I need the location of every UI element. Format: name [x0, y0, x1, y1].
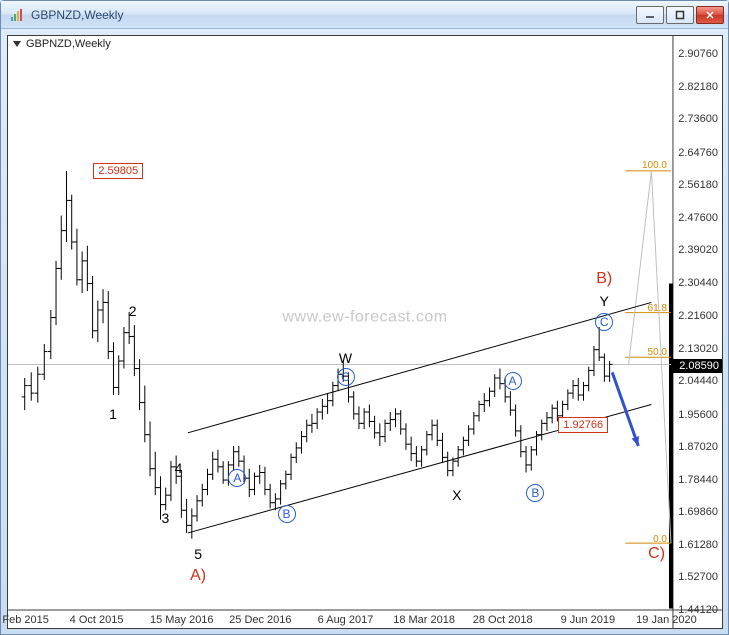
y-axis-tick: 2.73600 — [678, 113, 718, 125]
window-controls — [636, 6, 724, 24]
wave-label: C) — [648, 545, 665, 563]
x-axis-tick: 18 Mar 2018 — [393, 614, 455, 626]
y-axis-tick: 2.56180 — [678, 179, 718, 191]
wave-label: 4 — [175, 460, 183, 476]
wave-label: B — [278, 505, 296, 523]
wave-label: C — [337, 368, 355, 386]
wave-label: B — [526, 484, 544, 502]
y-axis-tick: 2.30440 — [678, 277, 718, 289]
y-axis-tick: 1.78440 — [678, 474, 718, 486]
y-axis-tick: 1.87020 — [678, 441, 718, 453]
close-button[interactable] — [696, 6, 724, 24]
chart-plot — [8, 36, 722, 628]
minimize-button[interactable] — [636, 6, 664, 24]
y-axis-tick: 2.13020 — [678, 343, 718, 355]
x-axis-tick: 19 Jan 2020 — [636, 614, 697, 626]
y-axis-tick: 2.47600 — [678, 212, 718, 224]
current-price-marker: 2.08590 — [672, 359, 722, 373]
y-axis-tick: 2.64760 — [678, 147, 718, 159]
y-axis-tick: 2.21600 — [678, 310, 718, 322]
wave-label: 3 — [161, 510, 169, 526]
y-axis-tick: 1.61280 — [678, 539, 718, 551]
wave-label: B) — [596, 270, 612, 288]
fib-level-label: 0.0 — [653, 534, 667, 545]
wave-label: 2 — [129, 303, 137, 319]
wave-label: 5 — [194, 546, 202, 562]
price-box: 2.59805 — [93, 163, 143, 179]
wave-label: A — [228, 469, 246, 487]
x-axis-tick: 28 Oct 2018 — [473, 614, 533, 626]
y-axis-tick: 2.39020 — [678, 244, 718, 256]
wave-label: C — [595, 313, 613, 331]
y-axis-tick: 1.69860 — [678, 506, 718, 518]
fib-level-label: 50.0 — [648, 347, 667, 358]
wave-label: X — [452, 487, 461, 503]
x-axis-tick: 6 Aug 2017 — [318, 614, 374, 626]
fib-level-label: 100.0 — [642, 160, 667, 171]
chart-app-icon — [9, 7, 25, 23]
x-axis-tick: 4 Oct 2015 — [70, 614, 124, 626]
price-box: 1.92766 — [558, 417, 608, 433]
wave-label: A — [504, 372, 522, 390]
chart-area[interactable]: GBPNZD,Weekly www.ew-forecast.com 1.4412… — [7, 35, 723, 629]
y-axis-tick: 2.90760 — [678, 48, 718, 60]
x-axis-tick: 15 May 2016 — [150, 614, 214, 626]
window-titlebar[interactable]: GBPNZD,Weekly — [1, 1, 728, 29]
y-axis-tick: 2.04440 — [678, 375, 718, 387]
window-title: GBPNZD,Weekly — [31, 8, 636, 22]
wave-label: A) — [190, 567, 206, 585]
wave-label: Y — [600, 293, 609, 309]
wave-label: W — [339, 350, 352, 366]
y-axis-tick: 1.95600 — [678, 409, 718, 421]
x-axis-tick: 22 Feb 2015 — [0, 614, 49, 626]
x-axis-tick: 25 Dec 2016 — [229, 614, 291, 626]
fib-level-label: 61.8 — [648, 303, 667, 314]
y-axis-tick: 1.52700 — [678, 571, 718, 583]
maximize-button[interactable] — [666, 6, 694, 24]
y-axis-tick: 2.82180 — [678, 81, 718, 93]
app-window: GBPNZD,Weekly GBPNZD,Weekly www.ew-forec… — [0, 0, 729, 635]
x-axis-tick: 9 Jun 2019 — [561, 614, 615, 626]
wave-label: 1 — [109, 406, 117, 422]
